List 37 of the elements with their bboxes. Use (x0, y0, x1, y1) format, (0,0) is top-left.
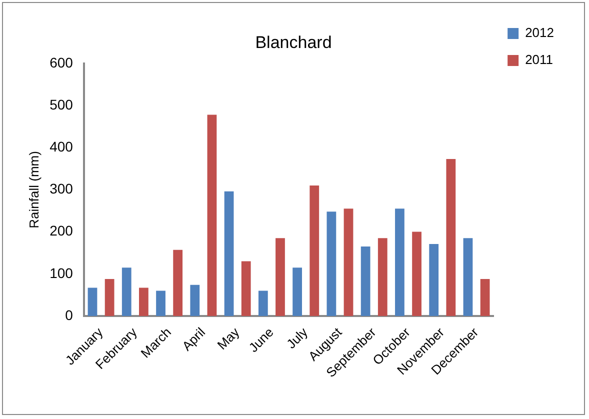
bar (344, 208, 354, 316)
y-tick-label: 300 (50, 180, 74, 197)
y-tick-label: 100 (50, 264, 74, 281)
bar (446, 158, 456, 316)
legend-label: 2012 (525, 25, 554, 40)
bar (395, 208, 404, 316)
bar (378, 238, 388, 316)
bar (207, 114, 217, 316)
bar (88, 288, 98, 316)
x-tick-label: July (284, 324, 311, 352)
bar (310, 185, 320, 316)
bar (429, 244, 439, 316)
y-tick-label: 0 (65, 306, 74, 323)
bar (224, 191, 234, 316)
x-tick-label: May (214, 324, 243, 353)
bar (412, 232, 422, 316)
bar (463, 238, 473, 316)
bar (122, 268, 132, 316)
y-axis-title: Rainfall (mm) (26, 151, 42, 228)
bar (360, 246, 370, 316)
bar (258, 290, 268, 316)
bar (480, 278, 490, 316)
bar (241, 261, 251, 316)
y-tick-label: 600 (50, 54, 74, 70)
bar (276, 238, 285, 316)
bar (173, 250, 183, 316)
y-tick-label: 500 (50, 96, 74, 112)
legend-label: 2011 (525, 52, 554, 68)
bar (292, 268, 302, 316)
bar (139, 288, 148, 316)
chart-title: Blanchard (255, 32, 332, 52)
y-tick-label: 400 (50, 138, 74, 154)
bar (156, 290, 166, 316)
bar (104, 278, 114, 316)
bar (326, 212, 336, 316)
bar (190, 284, 200, 316)
y-tick-label: 200 (50, 222, 74, 239)
